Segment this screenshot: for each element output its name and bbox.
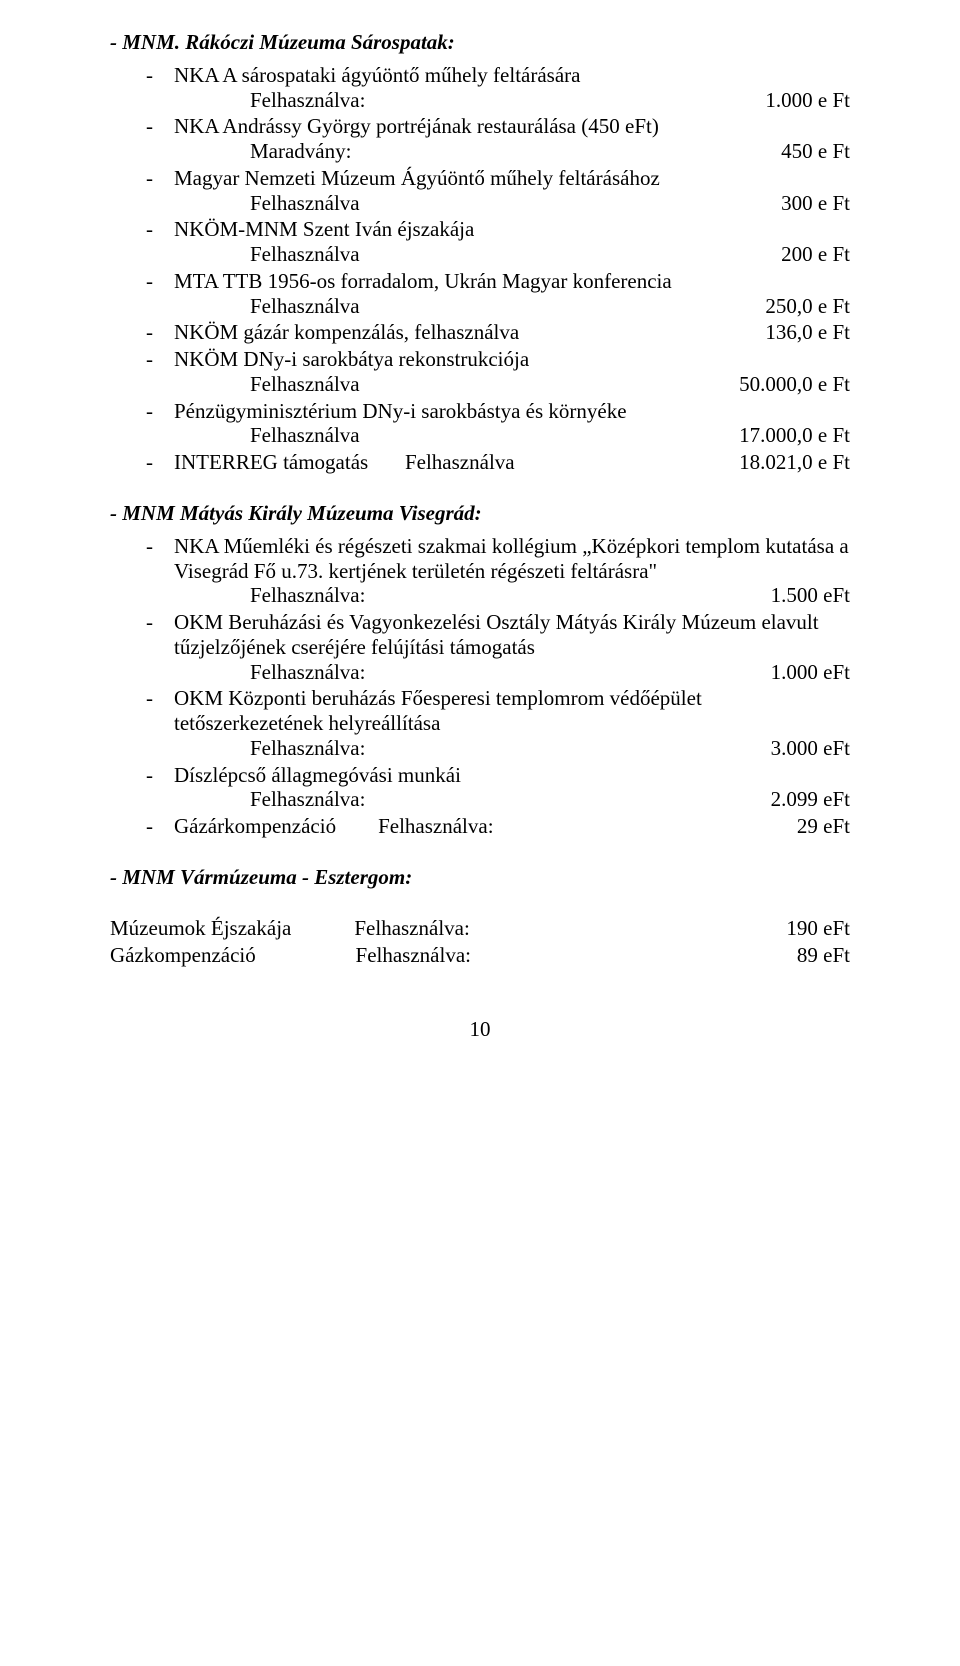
amount: 50.000,0 e Ft bbox=[727, 372, 850, 397]
item-text: OKM Beruházási és Vagyonkezelési Osztály… bbox=[174, 610, 850, 660]
item-text: NKÖM DNy-i sarokbátya rekonstrukciója bbox=[174, 347, 850, 372]
page-number: 10 bbox=[110, 1017, 850, 1042]
amount: 200 e Ft bbox=[769, 242, 850, 267]
amount: 190 eFt bbox=[774, 916, 850, 941]
list-item: - NKA Műemléki és régészeti szakmai koll… bbox=[146, 534, 850, 608]
list-item: - Pénzügyminisztérium DNy-i sarokbástya … bbox=[146, 399, 850, 449]
section-title: - MNM. Rákóczi Múzeuma Sárospatak: bbox=[110, 30, 850, 55]
bullet-icon: - bbox=[146, 320, 153, 345]
used-label: Felhasználva: bbox=[250, 583, 365, 608]
bullet-icon: - bbox=[146, 114, 153, 139]
item-text: OKM Központi beruházás Főesperesi templo… bbox=[174, 686, 850, 736]
bullet-icon: - bbox=[146, 217, 153, 242]
used-label: Felhasználva: bbox=[250, 660, 365, 685]
list-item: - NKÖM gázár kompenzálás, felhasználva 1… bbox=[146, 320, 850, 345]
bullet-icon: - bbox=[146, 269, 153, 294]
amount: 300 e Ft bbox=[769, 191, 850, 216]
list-item: - OKM Beruházási és Vagyonkezelési Osztá… bbox=[146, 610, 850, 684]
amount: 29 eFt bbox=[785, 814, 850, 839]
list-item: - INTERREG támogatás Felhasználva 18.021… bbox=[146, 450, 850, 475]
bullet-icon: - bbox=[146, 534, 153, 559]
used-label: Felhasználva bbox=[250, 191, 360, 216]
item-text: INTERREG támogatás bbox=[174, 450, 368, 474]
used-label: Felhasználva: bbox=[250, 736, 365, 761]
used-label: Felhasználva bbox=[405, 450, 515, 474]
list-item: - Díszlépcső állagmegóvási munkái Felhas… bbox=[146, 763, 850, 813]
amount: 2.099 eFt bbox=[759, 787, 850, 812]
list-item: - MTA TTB 1956-os forradalom, Ukrán Magy… bbox=[146, 269, 850, 319]
bullet-icon: - bbox=[146, 814, 153, 839]
list-item: - Gázárkompenzáció Felhasználva: 29 eFt bbox=[146, 814, 850, 839]
amount: 1.500 eFt bbox=[759, 583, 850, 608]
list-item: - NKÖM DNy-i sarokbátya rekonstrukciója … bbox=[146, 347, 850, 397]
item-list: - NKA Műemléki és régészeti szakmai koll… bbox=[110, 534, 850, 839]
item-text: NKA A sárospataki ágyúöntő műhely feltár… bbox=[174, 63, 850, 88]
amount: 136,0 e Ft bbox=[753, 320, 850, 345]
bullet-icon: - bbox=[146, 763, 153, 788]
row-name: Gázkompenzáció bbox=[110, 943, 256, 967]
item-text: Gázárkompenzáció bbox=[174, 814, 336, 838]
used-label: Felhasználva: bbox=[354, 916, 469, 940]
item-text: NKÖM gázár kompenzálás, felhasználva bbox=[174, 320, 519, 345]
row-name: Múzeumok Éjszakája bbox=[110, 916, 291, 940]
used-label: Felhasználva: bbox=[356, 943, 471, 967]
list-item: - NKÖM-MNM Szent Iván éjszakája Felhaszn… bbox=[146, 217, 850, 267]
plain-row: Múzeumok Éjszakája Felhasználva: 190 eFt bbox=[110, 916, 850, 941]
amount: 1.000 eFt bbox=[759, 660, 850, 685]
used-label: Felhasználva: bbox=[250, 787, 365, 812]
amount: 250,0 e Ft bbox=[753, 294, 850, 319]
section-title: - MNM Vármúzeuma - Esztergom: bbox=[110, 865, 850, 890]
bullet-icon: - bbox=[146, 450, 153, 475]
list-item: - NKA Andrássy György portréjának restau… bbox=[146, 114, 850, 164]
item-list: - NKA A sárospataki ágyúöntő műhely felt… bbox=[110, 63, 850, 475]
item-text: NKA Műemléki és régészeti szakmai kollég… bbox=[174, 534, 850, 584]
amount: 1.000 e Ft bbox=[753, 88, 850, 113]
item-text: NKÖM-MNM Szent Iván éjszakája bbox=[174, 217, 850, 242]
used-label: Felhasználva bbox=[250, 242, 360, 267]
list-item: - OKM Központi beruházás Főesperesi temp… bbox=[146, 686, 850, 760]
amount: 17.000,0 e Ft bbox=[727, 423, 850, 448]
item-text: NKA Andrássy György portréjának restaurá… bbox=[174, 114, 850, 139]
amount: 3.000 eFt bbox=[759, 736, 850, 761]
used-label: Felhasználva: bbox=[378, 814, 493, 838]
used-label: Felhasználva bbox=[250, 372, 360, 397]
amount: 450 e Ft bbox=[769, 139, 850, 164]
used-label: Felhasználva bbox=[250, 294, 360, 319]
amount: 18.021,0 e Ft bbox=[727, 450, 850, 475]
bullet-icon: - bbox=[146, 399, 153, 424]
list-item: - NKA A sárospataki ágyúöntő műhely felt… bbox=[146, 63, 850, 113]
item-text: MTA TTB 1956-os forradalom, Ukrán Magyar… bbox=[174, 269, 850, 294]
item-text: Pénzügyminisztérium DNy-i sarokbástya és… bbox=[174, 399, 850, 424]
item-text: Díszlépcső állagmegóvási munkái bbox=[174, 763, 850, 788]
list-item: - Magyar Nemzeti Múzeum Ágyúöntő műhely … bbox=[146, 166, 850, 216]
item-text: Magyar Nemzeti Múzeum Ágyúöntő műhely fe… bbox=[174, 166, 850, 191]
used-label: Felhasználva bbox=[250, 423, 360, 448]
bullet-icon: - bbox=[146, 63, 153, 88]
amount: 89 eFt bbox=[785, 943, 850, 968]
bullet-icon: - bbox=[146, 166, 153, 191]
used-label: Felhasználva: bbox=[250, 88, 365, 113]
section-title: - MNM Mátyás Király Múzeuma Visegrád: bbox=[110, 501, 850, 526]
bullet-icon: - bbox=[146, 686, 153, 711]
bullet-icon: - bbox=[146, 610, 153, 635]
bullet-icon: - bbox=[146, 347, 153, 372]
remainder-label: Maradvány: bbox=[250, 139, 351, 164]
plain-row: Gázkompenzáció Felhasználva: 89 eFt bbox=[110, 943, 850, 968]
